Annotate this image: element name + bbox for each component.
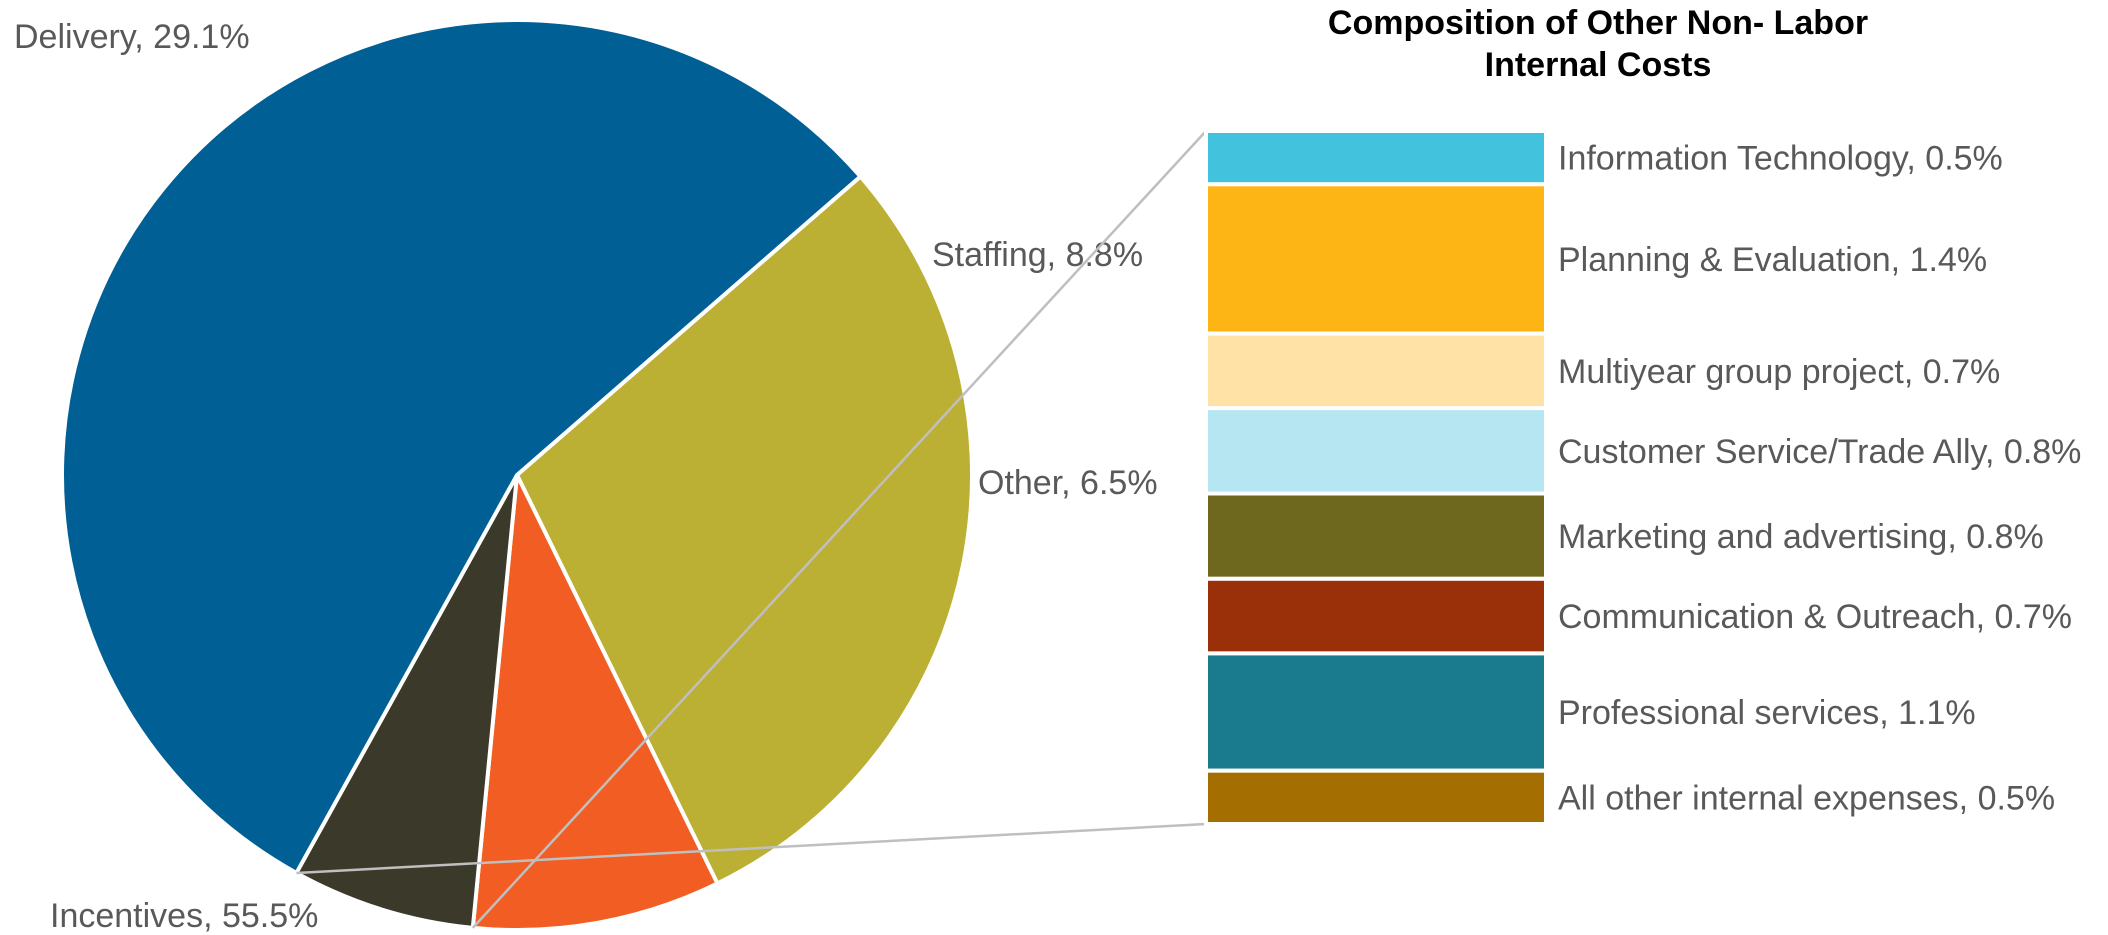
pie-label-incentives: Incentives, 55.5% — [50, 897, 318, 935]
bar-label-customer-service-trade-ally: Customer Service/Trade Ally, 0.8% — [1558, 433, 2081, 471]
bar-title-line-2: Internal Costs — [1485, 46, 1712, 84]
connector-line-bottom — [296, 822, 1207, 875]
pie-chart: Delivery, 29.1% Staffing, 8.8% Other, 6.5%… — [14, 18, 1158, 935]
bar-segment-information-technology — [1204, 129, 1548, 187]
bar-segment-marketing-and-advertising — [1204, 491, 1548, 581]
pie-slice-staffing — [470, 467, 721, 932]
bar-label-communication-outreach: Communication & Outreach, 0.7% — [1558, 598, 2072, 636]
bar-label-planning-evaluation: Planning & Evaluation, 1.4% — [1558, 241, 1987, 279]
bar-title-line-1: Composition of Other Non- Labor — [1328, 4, 1868, 42]
pie-slice-other — [293, 474, 519, 931]
bar-title: Composition of Other Non- Labor Internal … — [1328, 4, 1868, 84]
bar-label-multiyear-group-project: Multiyear group project, 0.7% — [1558, 353, 2000, 391]
pie-label-other: Other, 6.5% — [978, 464, 1158, 502]
bar-label-information-technology: Information Technology, 0.5% — [1558, 140, 2003, 178]
connector-lines — [296, 130, 1207, 929]
bar-label-marketing-and-advertising: Marketing and advertising, 0.8% — [1558, 518, 2044, 556]
bar-segment-professional-services — [1204, 651, 1548, 773]
bar-segment-multiyear-group-project — [1204, 331, 1548, 411]
connector-line-top — [471, 130, 1207, 929]
bar-segment-planning-evaluation — [1204, 182, 1548, 336]
bar-label-all-other-internal-expenses: All other internal expenses, 0.5% — [1558, 779, 2055, 817]
pie-label-staffing: Staffing, 8.8% — [932, 236, 1143, 274]
pie-label-delivery: Delivery, 29.1% — [14, 18, 250, 56]
bar-label-professional-services: Professional services, 1.1% — [1558, 694, 1976, 732]
pie-slice-incentives — [60, 18, 864, 876]
stacked-bar: Information Technology, 0.5% Planning & E… — [1204, 129, 2081, 827]
bar-segment-communication-outreach — [1204, 576, 1548, 656]
bar-segment-all-other-internal-expenses — [1204, 768, 1548, 827]
bar-segment-customer-service-trade-ally — [1204, 406, 1548, 496]
